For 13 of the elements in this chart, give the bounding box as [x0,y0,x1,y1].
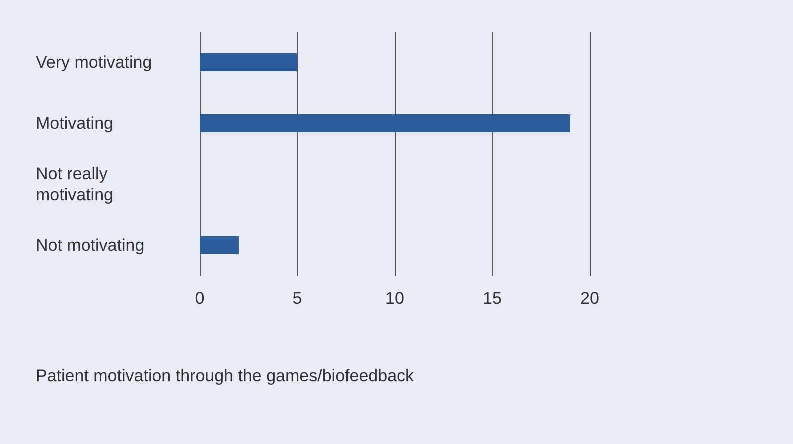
x-tick-label: 20 [580,289,600,308]
x-tick-label: 15 [483,289,502,308]
bar [200,54,298,72]
y-tick-label: Motivating [36,114,114,133]
y-tick-label: Not really motivating [36,164,114,204]
text: Patient motivation through the games/biofeedback [36,366,415,386]
x-tick-label: 5 [292,289,302,308]
x-tick-label: 0 [195,289,205,308]
x-tick-label: 10 [386,289,404,308]
y-tick-label: Very motivating [36,53,152,72]
bar [200,236,239,254]
bar [200,114,570,132]
y-tick-label: Not motivating [36,236,145,255]
